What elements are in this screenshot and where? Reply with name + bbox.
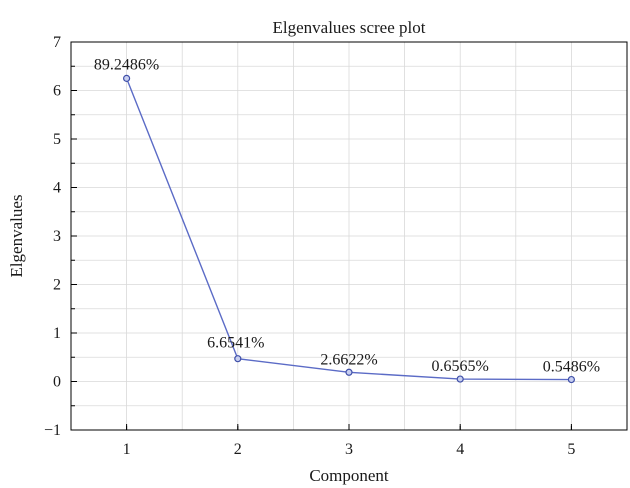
data-label: 89.2486% [94,56,159,73]
data-label: 0.6565% [432,358,489,375]
y-tick-label: 1 [53,325,61,342]
x-axis-label: Component [309,466,389,485]
data-point [122,74,131,82]
data-point [456,375,464,383]
x-tick-label: 4 [456,441,464,458]
data-points [122,74,576,384]
y-tick-label: 4 [53,180,61,197]
y-tick-label: 5 [53,131,61,148]
x-tick-label: 5 [567,441,575,458]
y-tick-label: 6 [53,83,61,100]
x-tick-label: 2 [234,441,242,458]
x-tick-label: 3 [345,441,353,458]
x-tick-label: 1 [123,441,131,458]
data-point [345,368,353,376]
data-labels: 89.2486% 6.6541% 2.6622% 0.6565% 0.5486% [94,56,600,375]
y-tick-label: 3 [53,228,61,245]
data-label: 6.6541% [207,335,264,352]
data-label: 2.6622% [320,351,377,368]
y-tick-label: 2 [53,277,61,294]
y-tick-label: 0 [53,374,61,391]
y-tick-label: −1 [44,422,61,439]
y-tick-label: 7 [53,34,61,51]
data-label: 0.5486% [543,359,600,376]
data-point [234,355,242,363]
chart-title: Elgenvalues scree plot [273,18,426,37]
y-axis-label: Elgenvalues [7,194,26,277]
axis-ticks: 1 2 3 4 5 −1 0 1 2 3 4 5 6 7 [44,34,575,458]
data-point [567,375,576,384]
grid-lines [71,42,627,430]
